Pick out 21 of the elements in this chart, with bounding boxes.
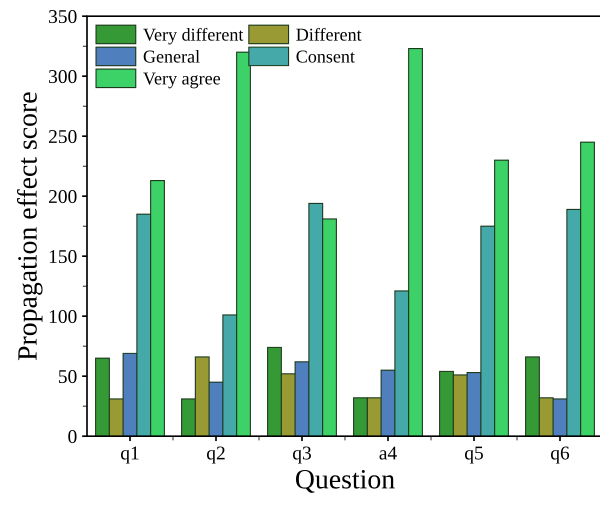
legend-label: Very agree [143, 72, 220, 88]
legend-label: General [144, 50, 200, 63]
x-tick-label: q3 [292, 446, 311, 464]
y-tick-label: 250 [48, 130, 77, 144]
y-tick-label: 150 [50, 250, 77, 264]
x-tick-label: q5 [464, 446, 483, 464]
y-tick-label: 0 [68, 430, 77, 444]
x-tick-label: q2 [206, 446, 225, 464]
legend-label: Consent [296, 50, 355, 63]
y-axis-title: Propagation effect score [17, 92, 43, 360]
y-tick-label: 350 [49, 10, 77, 24]
x-tick-label: a4 [380, 446, 397, 460]
x-tick-label: q6 [550, 446, 570, 464]
x-tick-label: q1 [120, 446, 139, 464]
y-tick-label: 100 [50, 310, 77, 324]
y-tick-label: 200 [48, 190, 77, 204]
y-tick-label: 300 [49, 70, 77, 84]
y-tick-label: 50 [58, 370, 77, 384]
legend-label: Different [296, 28, 362, 41]
legend-label: Very different [143, 28, 244, 44]
x-axis-title: Question [296, 470, 395, 493]
